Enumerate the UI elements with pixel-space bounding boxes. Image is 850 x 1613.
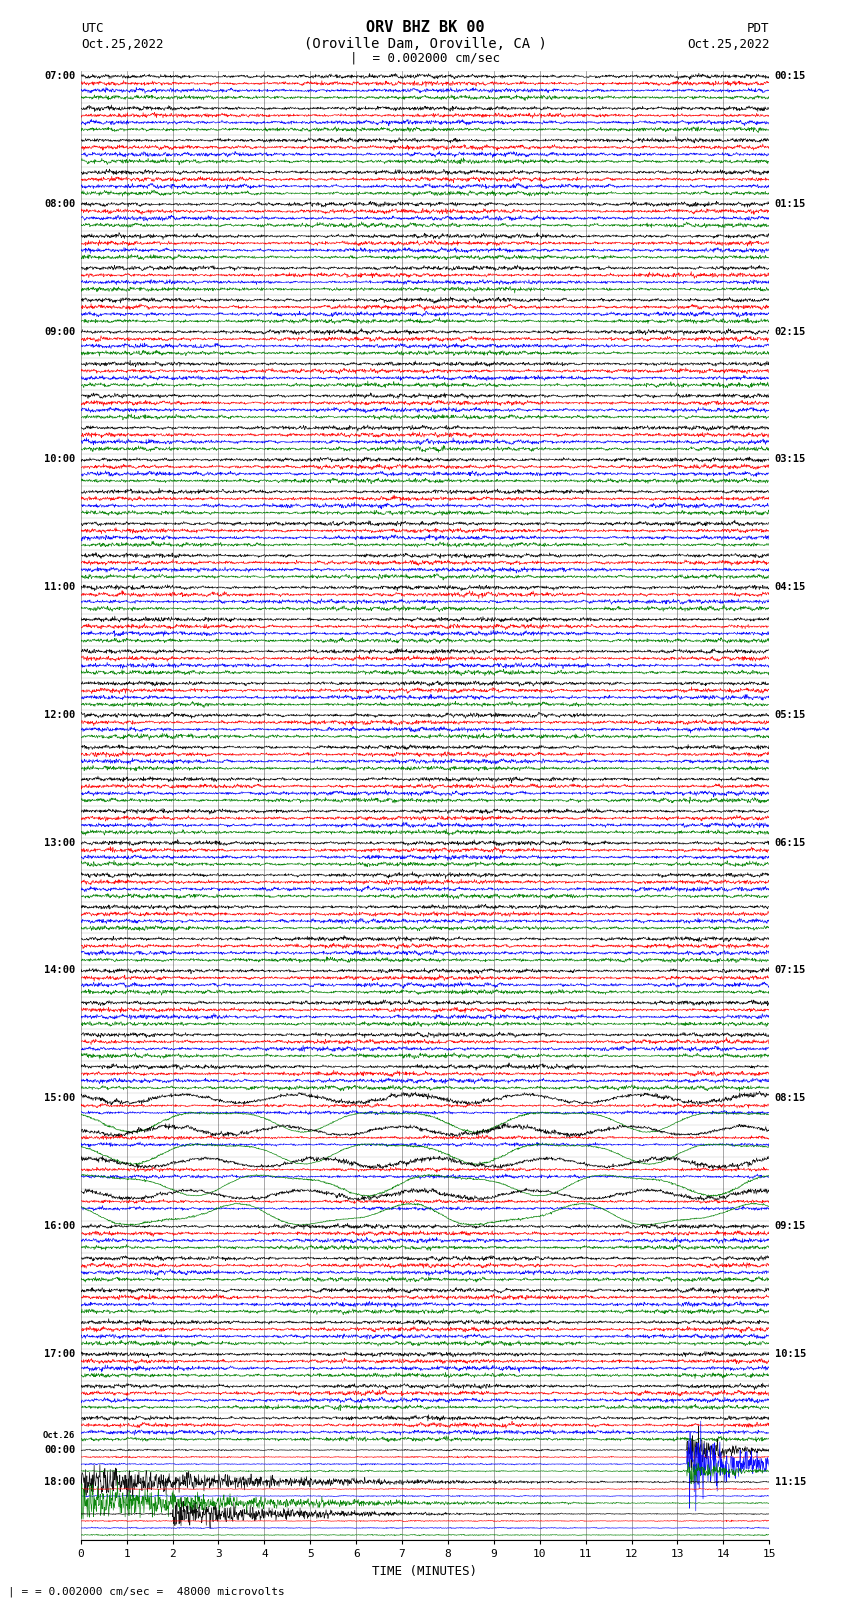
Text: ORV BHZ BK 00: ORV BHZ BK 00 bbox=[366, 19, 484, 35]
X-axis label: TIME (MINUTES): TIME (MINUTES) bbox=[372, 1565, 478, 1578]
Text: 13:00: 13:00 bbox=[44, 837, 76, 848]
Text: 00:00: 00:00 bbox=[44, 1445, 76, 1455]
Text: 16:00: 16:00 bbox=[44, 1221, 76, 1231]
Text: 11:00: 11:00 bbox=[44, 582, 76, 592]
Text: UTC: UTC bbox=[81, 21, 103, 35]
Text: 09:15: 09:15 bbox=[774, 1221, 806, 1231]
Text: 10:15: 10:15 bbox=[774, 1348, 806, 1358]
Text: | = = 0.002000 cm/sec =  48000 microvolts: | = = 0.002000 cm/sec = 48000 microvolts bbox=[8, 1586, 286, 1597]
Text: PDT: PDT bbox=[747, 21, 769, 35]
Text: 12:00: 12:00 bbox=[44, 710, 76, 719]
Text: 06:15: 06:15 bbox=[774, 837, 806, 848]
Text: 11:15: 11:15 bbox=[774, 1476, 806, 1487]
Text: Oct.25,2022: Oct.25,2022 bbox=[687, 37, 769, 50]
Text: 04:15: 04:15 bbox=[774, 582, 806, 592]
Text: 09:00: 09:00 bbox=[44, 326, 76, 337]
Text: (Oroville Dam, Oroville, CA ): (Oroville Dam, Oroville, CA ) bbox=[303, 37, 547, 50]
Text: 10:00: 10:00 bbox=[44, 455, 76, 465]
Text: 01:15: 01:15 bbox=[774, 198, 806, 208]
Text: |  = 0.002000 cm/sec: | = 0.002000 cm/sec bbox=[350, 52, 500, 65]
Text: 14:00: 14:00 bbox=[44, 966, 76, 976]
Text: 15:00: 15:00 bbox=[44, 1094, 76, 1103]
Text: 02:15: 02:15 bbox=[774, 326, 806, 337]
Text: 00:15: 00:15 bbox=[774, 71, 806, 81]
Text: 08:15: 08:15 bbox=[774, 1094, 806, 1103]
Text: Oct.26: Oct.26 bbox=[43, 1431, 76, 1440]
Text: 03:15: 03:15 bbox=[774, 455, 806, 465]
Text: 17:00: 17:00 bbox=[44, 1348, 76, 1358]
Text: 07:00: 07:00 bbox=[44, 71, 76, 81]
Text: 18:00: 18:00 bbox=[44, 1476, 76, 1487]
Text: Oct.25,2022: Oct.25,2022 bbox=[81, 37, 163, 50]
Text: 07:15: 07:15 bbox=[774, 966, 806, 976]
Text: 08:00: 08:00 bbox=[44, 198, 76, 208]
Text: 05:15: 05:15 bbox=[774, 710, 806, 719]
